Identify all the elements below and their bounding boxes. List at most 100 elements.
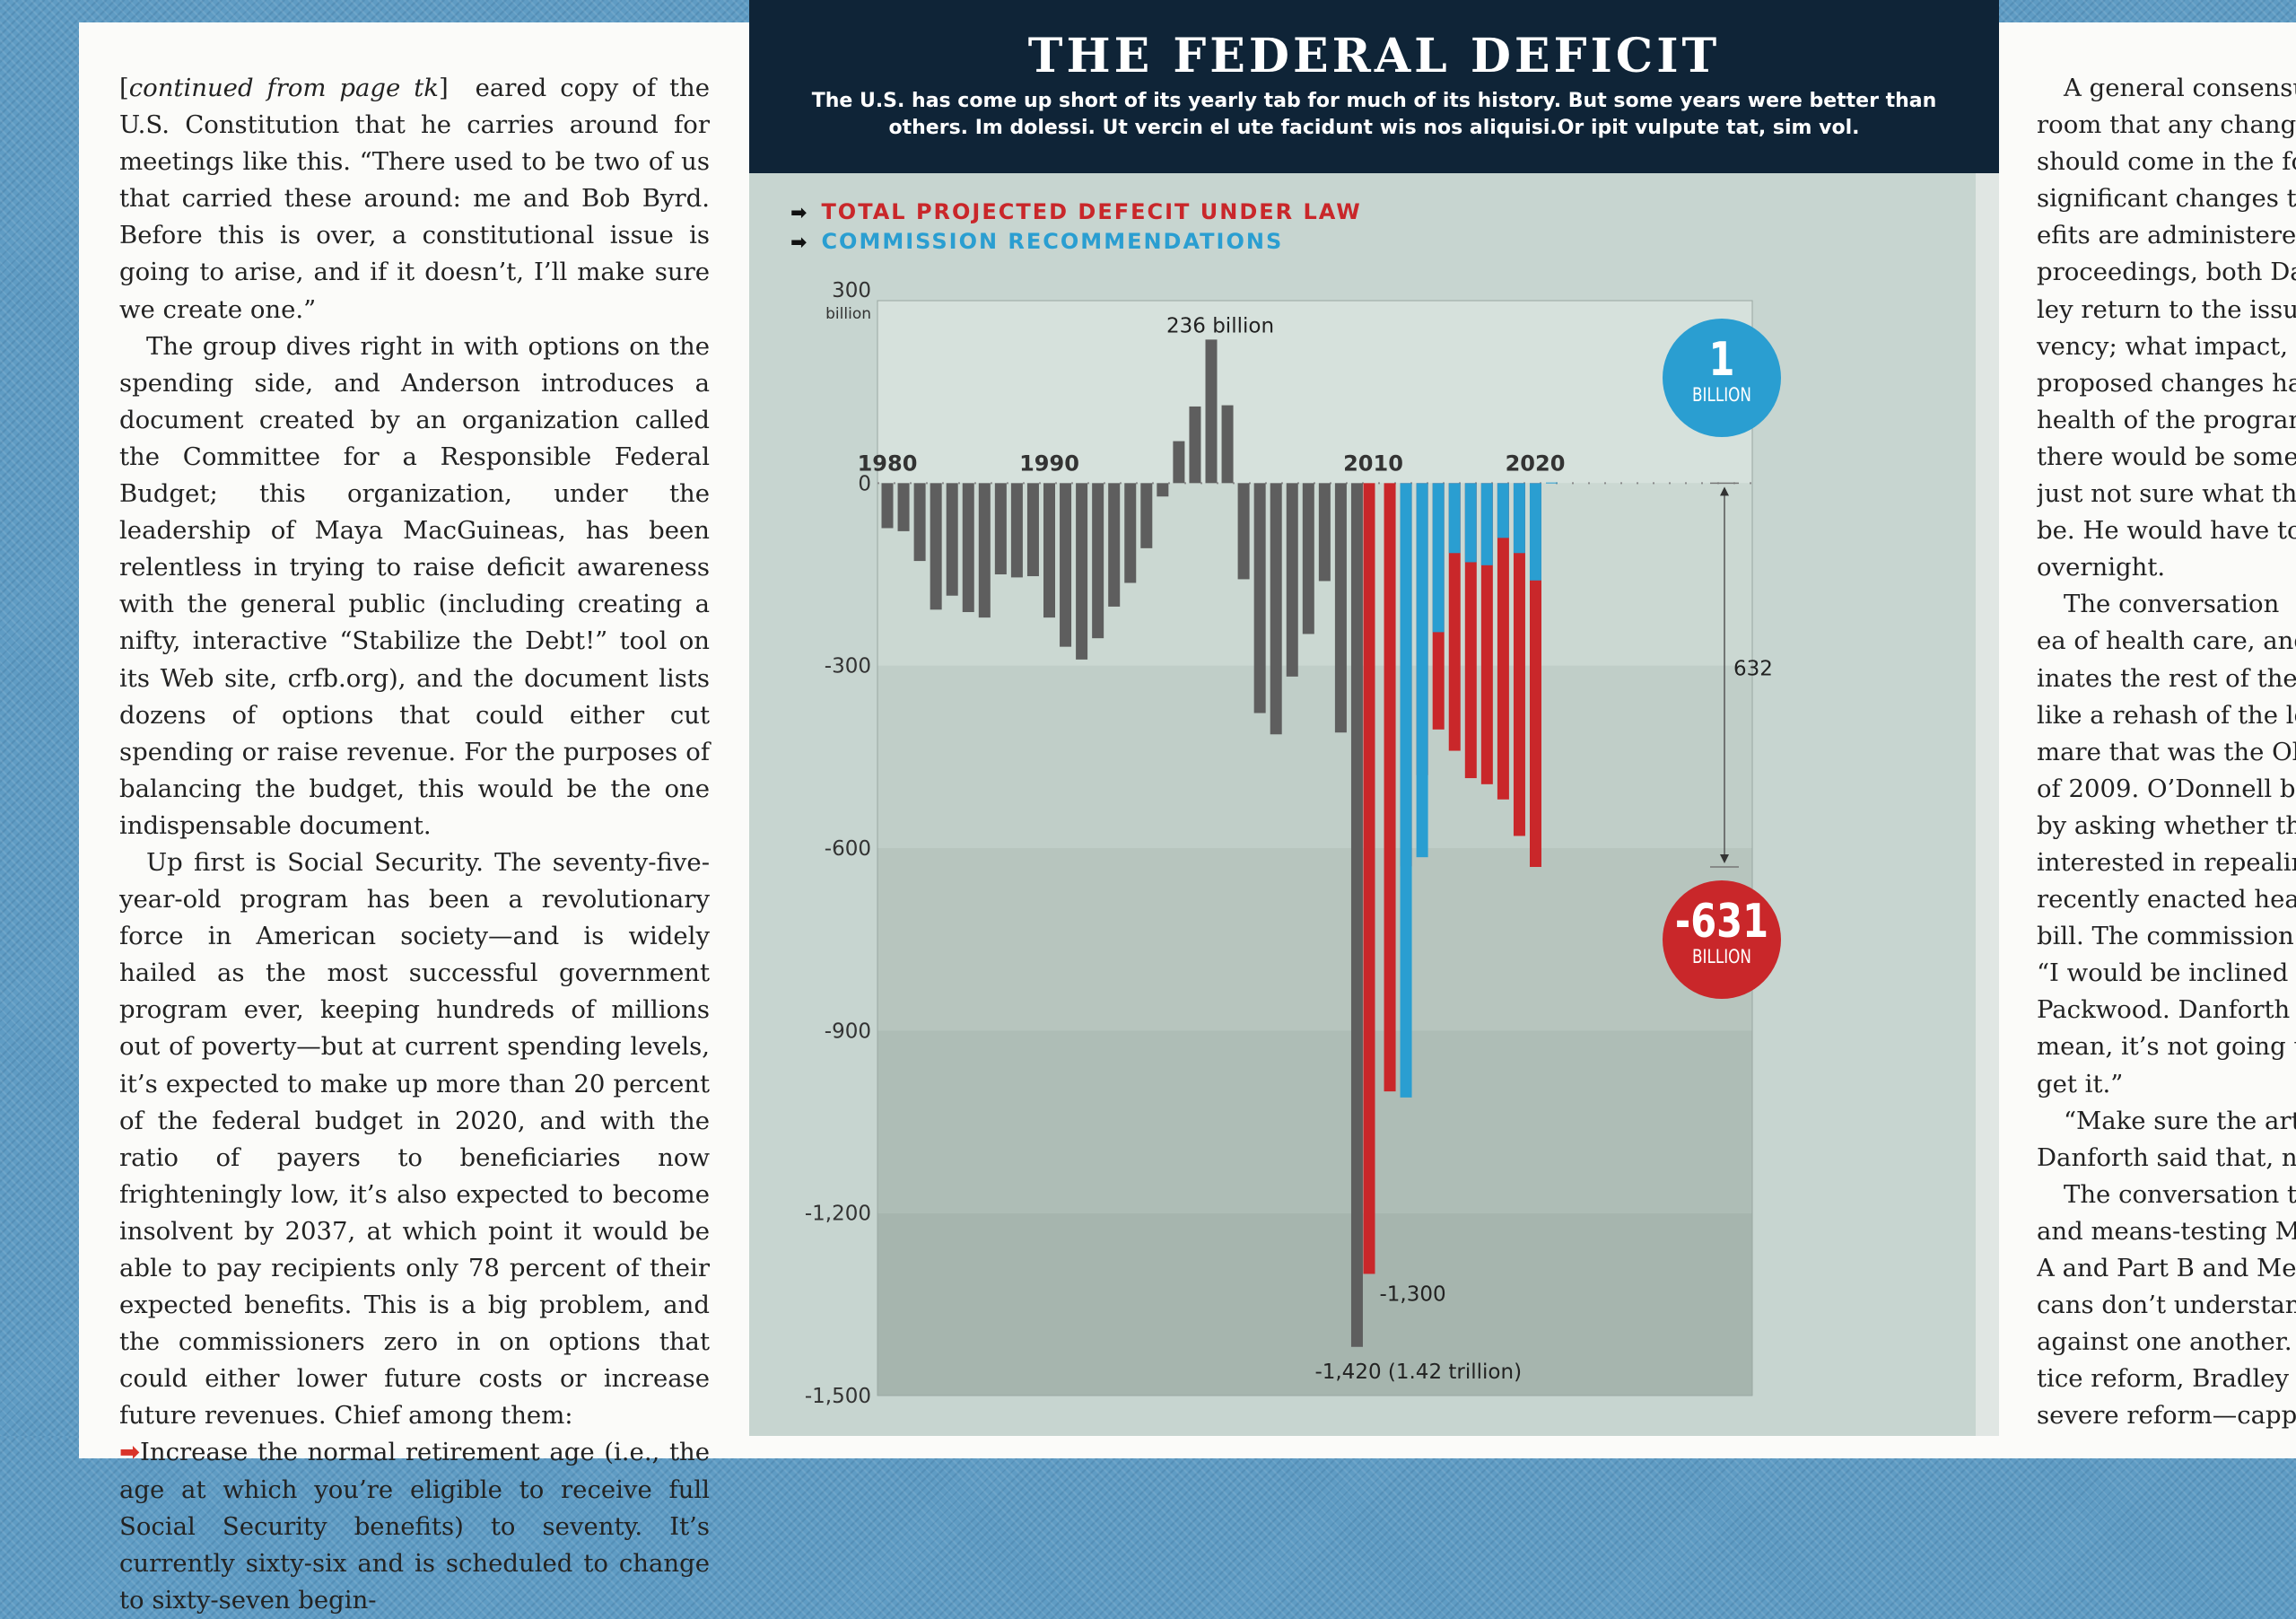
bar-commission bbox=[1432, 483, 1445, 633]
right-column-line: severe reform—capp bbox=[2037, 1401, 2296, 1431]
right-column-line: vency; what impact, if bbox=[2037, 331, 2296, 361]
callout-blue-value: 1 bbox=[1708, 333, 1735, 387]
bar-historical bbox=[1173, 441, 1185, 484]
right-column-line: ea of health care, and bbox=[2037, 626, 2296, 656]
bullet-text: Increase the normal retirement age (i.e.… bbox=[119, 1438, 710, 1615]
bar-historical bbox=[1189, 406, 1201, 484]
legend-item-projected: ➡ TOTAL PROJECTED DEFECIT UNDER LAW bbox=[790, 199, 1362, 224]
bar-commission bbox=[1497, 483, 1509, 538]
right-column-line: ley return to the issue bbox=[2037, 294, 2296, 324]
gap-arrow-up-icon bbox=[1720, 486, 1729, 496]
right-column-line: against one another. W bbox=[2037, 1327, 2296, 1357]
right-column-line: A and Part B and Me bbox=[2037, 1254, 2296, 1282]
bar-historical bbox=[1221, 405, 1234, 484]
bar-historical bbox=[1124, 483, 1137, 583]
right-column-line: of 2009. O’Donnell bro bbox=[2037, 774, 2296, 803]
plot-frame bbox=[877, 300, 1753, 1396]
bar-commission bbox=[1448, 483, 1461, 554]
paragraph-3: Up first is Social Security. The seventy… bbox=[119, 847, 710, 1431]
plot-band bbox=[877, 1212, 1752, 1396]
graphic-title: THE FEDERAL DEFICIT bbox=[1027, 29, 1721, 83]
graphic-header: THE FEDERAL DEFICIT The U.S. has come up… bbox=[749, 0, 1999, 173]
right-column-line: proposed changes ha bbox=[2037, 368, 2296, 398]
bar-commission bbox=[1529, 483, 1541, 581]
right-column-line: interested in repealin bbox=[2037, 847, 2296, 877]
bar-commission bbox=[1416, 483, 1428, 858]
legend-label-projected: TOTAL PROJECTED DEFECIT UNDER LAW bbox=[821, 199, 1362, 224]
gap-arrow-down-icon bbox=[1720, 854, 1729, 864]
right-column-line: significant changes to bbox=[2037, 184, 2296, 214]
right-column-line: Packwood. Danforth bbox=[2037, 995, 2291, 1025]
callout-red-unit: BILLION bbox=[1692, 946, 1751, 967]
data-annotation: -1,420 (1.42 trillion) bbox=[1314, 1361, 1522, 1384]
right-column-line: and means-testing Me bbox=[2037, 1216, 2296, 1246]
bullet-arrow-icon: ➡ bbox=[119, 1438, 141, 1467]
bar-historical bbox=[1140, 483, 1153, 548]
deficit-bar-chart: 300 billion 0 -300 -600 -900 -1,200 -1,500 1980 1… bbox=[805, 279, 1773, 1408]
paragraph-2: The group dives right in with options on… bbox=[119, 331, 710, 840]
right-column-line: like a rehash of the lon bbox=[2037, 700, 2296, 730]
right-column-line: by asking whether th bbox=[2037, 810, 2296, 840]
right-column-line: should come in the fo bbox=[2037, 147, 2296, 177]
right-column-line: inates the rest of the m bbox=[2037, 663, 2296, 693]
bar-projected bbox=[1363, 483, 1375, 1274]
bar-historical bbox=[1157, 483, 1169, 497]
right-column-line: recently enacted hea bbox=[2037, 885, 2296, 915]
x-tick-label: 2020 bbox=[1506, 451, 1566, 476]
y-tick-unit: billion bbox=[825, 305, 871, 323]
right-column-line: mare that was the Ob bbox=[2037, 737, 2296, 766]
x-tick-label: 1990 bbox=[1019, 451, 1079, 476]
right-column-line: overnight. bbox=[2037, 553, 2166, 582]
data-annotation: -1,300 bbox=[1380, 1282, 1446, 1306]
bar-commission bbox=[1480, 483, 1493, 565]
bar-historical bbox=[897, 483, 910, 531]
bar-historical bbox=[1010, 483, 1023, 578]
legend-arrow-icon: ➡ bbox=[790, 202, 809, 224]
plot-band bbox=[877, 301, 1752, 484]
left-text-column: [continued from page tk] eared copy of t… bbox=[119, 70, 710, 1619]
right-column-line: efits are administered bbox=[2037, 221, 2296, 250]
data-annotation: 236 billion bbox=[1166, 314, 1274, 337]
right-column-line: The conversation t bbox=[2064, 1179, 2296, 1209]
bar-commission bbox=[1546, 482, 1558, 484]
right-column-line: “I would be inclined t bbox=[2037, 958, 2296, 988]
bar-historical bbox=[1026, 483, 1039, 577]
right-column-line: get it.” bbox=[2037, 1069, 2124, 1098]
bar-commission bbox=[1464, 483, 1477, 563]
bar-historical bbox=[962, 483, 974, 613]
right-column-line: tice reform, Bradley s bbox=[2037, 1364, 2296, 1394]
right-column-line: “Make sure the art bbox=[2064, 1106, 2296, 1135]
x-tick-label: 2010 bbox=[1343, 451, 1403, 476]
bar-historical bbox=[1334, 483, 1347, 733]
bar-historical bbox=[978, 483, 991, 618]
deficit-graphic: THE FEDERAL DEFICIT The U.S. has come up… bbox=[749, 0, 1999, 1436]
bar-historical bbox=[1092, 483, 1104, 639]
legend-label-commission: COMMISSION RECOMMENDATIONS bbox=[821, 229, 1284, 254]
graphic-description: The U.S. has come up short of its yearly… bbox=[811, 90, 1937, 139]
bar-historical bbox=[1350, 483, 1363, 1347]
bar-projected bbox=[1384, 483, 1396, 1092]
callout-blue-unit: BILLION bbox=[1692, 384, 1751, 406]
right-column-line: A general consensus bbox=[2064, 74, 2296, 102]
bar-historical bbox=[994, 483, 1007, 574]
x-tick-label: 1980 bbox=[858, 451, 918, 476]
y-tick-label: 0 bbox=[858, 472, 871, 495]
bar-commission bbox=[1513, 483, 1525, 554]
y-tick-label: -600 bbox=[825, 837, 871, 861]
bar-historical bbox=[1318, 483, 1331, 582]
right-column-line: proceedings, both Da bbox=[2037, 258, 2296, 287]
plot-band bbox=[877, 665, 1752, 848]
plot-band bbox=[877, 848, 1752, 1031]
gap-label: 632 bbox=[1733, 658, 1773, 681]
right-text-column: A general consensus room that any changes… bbox=[2037, 70, 2296, 1434]
right-column-line: just not sure what th bbox=[2037, 479, 2296, 509]
right-column-line: room that any changes bbox=[2037, 110, 2296, 140]
bar-projected bbox=[1497, 483, 1509, 800]
bar-historical bbox=[1205, 339, 1218, 484]
paragraph-1: [continued from page tk] eared copy of t… bbox=[119, 74, 711, 324]
bar-historical bbox=[881, 483, 894, 529]
continued-from-note: continued from page tk bbox=[128, 74, 439, 102]
bar-historical bbox=[930, 483, 942, 610]
legend-arrow-icon: ➡ bbox=[790, 232, 809, 254]
callout-projected-2020: -631 BILLION bbox=[1663, 880, 1781, 999]
